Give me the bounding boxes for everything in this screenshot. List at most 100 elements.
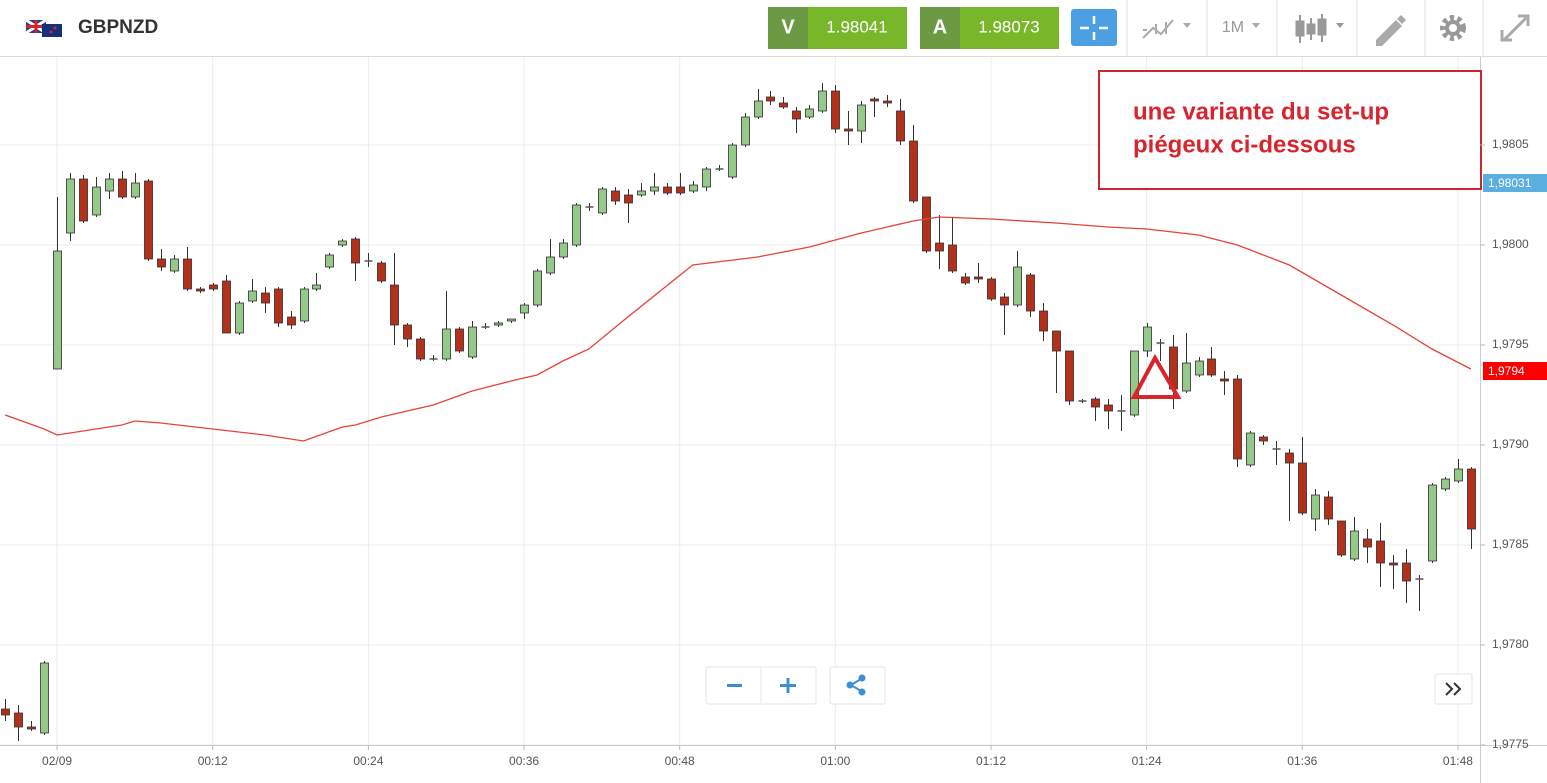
candle-body <box>507 318 516 322</box>
candle-body <box>1207 358 1216 376</box>
price-marker <box>1483 362 1547 380</box>
timeframe-button[interactable]: 1M <box>1222 19 1260 36</box>
candle-body <box>494 322 503 326</box>
bid-label: V <box>781 16 795 38</box>
candle-body <box>818 90 827 112</box>
candle-body <box>170 258 179 272</box>
candle-body <box>274 288 283 324</box>
candle-body <box>287 316 296 326</box>
x-tick-label: 02/09 <box>42 754 72 768</box>
draw-button[interactable] <box>1376 15 1406 46</box>
candle-body <box>728 144 737 178</box>
candle-body <box>27 726 36 730</box>
candle-body <box>1337 520 1346 556</box>
candle-body <box>1259 436 1268 442</box>
candle-body <box>559 242 568 258</box>
candle-body <box>1402 562 1411 582</box>
candle-body <box>1130 350 1139 416</box>
zoom-controls <box>705 666 1473 705</box>
candle-body <box>1350 530 1359 560</box>
x-tick-label: 00:12 <box>198 754 228 768</box>
candle-body <box>468 326 477 358</box>
x-tick-label: 01:48 <box>1443 754 1473 768</box>
candle-body <box>1026 274 1035 312</box>
candle-body <box>1363 538 1372 548</box>
candle-body <box>1143 326 1152 352</box>
ask-button[interactable] <box>920 7 960 49</box>
moving-average-line <box>4 216 1472 442</box>
candle-body <box>1104 404 1113 412</box>
price-marker-label: 1,9794 <box>1488 364 1525 378</box>
candle-body <box>533 270 542 306</box>
candle-body <box>572 204 581 246</box>
candle-body <box>222 280 231 334</box>
candle-body <box>66 178 75 234</box>
candle-body <box>157 258 166 268</box>
candle-body <box>1428 484 1437 562</box>
candle-body <box>235 302 244 334</box>
candle-body <box>624 194 633 204</box>
candle-body <box>40 662 49 734</box>
candle-body <box>1 708 10 716</box>
candle-body <box>741 116 750 146</box>
candle-body <box>883 100 892 104</box>
candle-body <box>351 238 360 264</box>
chart-type-button[interactable] <box>1142 19 1191 39</box>
candle-body <box>131 182 140 198</box>
candle-body <box>416 338 425 360</box>
crosshair-button[interactable] <box>1071 9 1117 46</box>
y-tick-label: 1,9795 <box>1492 337 1529 351</box>
bid-button[interactable] <box>808 7 907 49</box>
x-tick-label: 00:36 <box>509 754 539 768</box>
fullscreen-button[interactable] <box>1500 14 1530 42</box>
triangle-annotation <box>1130 353 1182 399</box>
candle-body <box>546 256 555 274</box>
candle-body <box>987 278 996 300</box>
toolbar: GBPNZD V 1.98041 A 1.98073 1M <box>0 0 1547 57</box>
candle-body <box>1091 398 1100 408</box>
candle-body <box>325 254 334 268</box>
bid-button[interactable] <box>768 7 808 49</box>
candle-body <box>766 96 775 102</box>
candle-body <box>261 292 270 304</box>
candle-body <box>909 140 918 202</box>
candle-body <box>689 184 698 192</box>
toolbar-separators <box>1126 0 1484 56</box>
candle-style-button[interactable] <box>1295 14 1344 43</box>
annotation-text: piégeux ci-dessous <box>1133 131 1356 158</box>
zoom-in-button[interactable] <box>780 678 796 693</box>
candle-body <box>1311 494 1320 520</box>
candle-body <box>455 328 464 352</box>
candle-body <box>754 100 763 118</box>
candle-body <box>1052 330 1061 352</box>
candle-body <box>403 324 412 340</box>
x-tick-label: 01:12 <box>976 754 1006 768</box>
settings-button[interactable] <box>1440 15 1466 41</box>
candle-body <box>1298 462 1307 514</box>
ask-button[interactable] <box>960 7 1059 49</box>
candle-body <box>611 190 620 202</box>
candle-body <box>1285 452 1294 464</box>
candle-body <box>196 288 205 292</box>
symbol: GBPNZD <box>78 17 158 38</box>
share-button[interactable] <box>829 666 886 705</box>
ask-label: A <box>933 16 947 38</box>
y-tick-label: 1,9780 <box>1492 637 1529 651</box>
candle-body <box>118 178 127 198</box>
candle-body <box>183 258 192 290</box>
x-tick-label: 00:24 <box>353 754 383 768</box>
scroll-right-button[interactable] <box>1434 673 1473 705</box>
candle-body <box>209 284 218 290</box>
candle-body <box>650 186 659 192</box>
candle-body <box>1039 310 1048 332</box>
x-tick-label: 01:00 <box>820 754 850 768</box>
candle-body <box>598 188 607 214</box>
candle-body <box>144 180 153 260</box>
candle-body <box>1389 562 1398 566</box>
candle-body <box>805 108 814 118</box>
candle-body <box>663 186 672 194</box>
y-tick-label: 1,9790 <box>1492 437 1529 451</box>
candle-body <box>948 244 957 272</box>
x-tick-label: 01:36 <box>1287 754 1317 768</box>
